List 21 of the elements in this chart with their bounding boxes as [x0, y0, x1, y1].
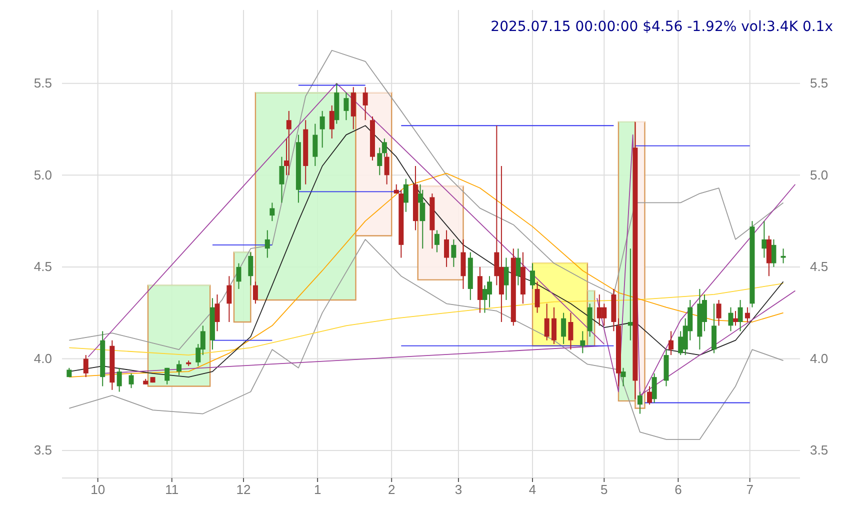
x-tick-label: 5 [600, 482, 608, 498]
y-tick-label: 3.5 [34, 442, 52, 458]
y2-tick-label: 4.5 [810, 259, 828, 274]
x-tick-label: 7 [746, 482, 754, 498]
x-tick-label: 6 [674, 482, 682, 498]
y-tick-label: 4.0 [34, 350, 52, 366]
x-tick-label: 2 [388, 482, 396, 498]
x-tick-label: 4 [528, 482, 536, 498]
x-tick-label: 12 [236, 482, 251, 498]
x-tick-label: 11 [165, 482, 179, 498]
y-tick-label: 4.5 [34, 259, 52, 274]
y2-tick-label: 5.5 [810, 76, 828, 91]
text: 2025.07.15 00:00:00 $4.56 -1.92% vol:3.4K 0.1x [490, 19, 833, 35]
x-tick-label: 10 [90, 482, 106, 498]
y2-tick-label: 5.0 [810, 167, 828, 182]
y2-tick-label: 4.0 [810, 350, 828, 366]
x-tick-label: 1 [314, 482, 322, 498]
y-tick-label: 5.0 [34, 167, 52, 182]
y2-tick-label: 3.5 [810, 442, 828, 458]
x-tick-label: 3 [454, 482, 462, 498]
y-tick-label: 5.5 [34, 76, 52, 91]
